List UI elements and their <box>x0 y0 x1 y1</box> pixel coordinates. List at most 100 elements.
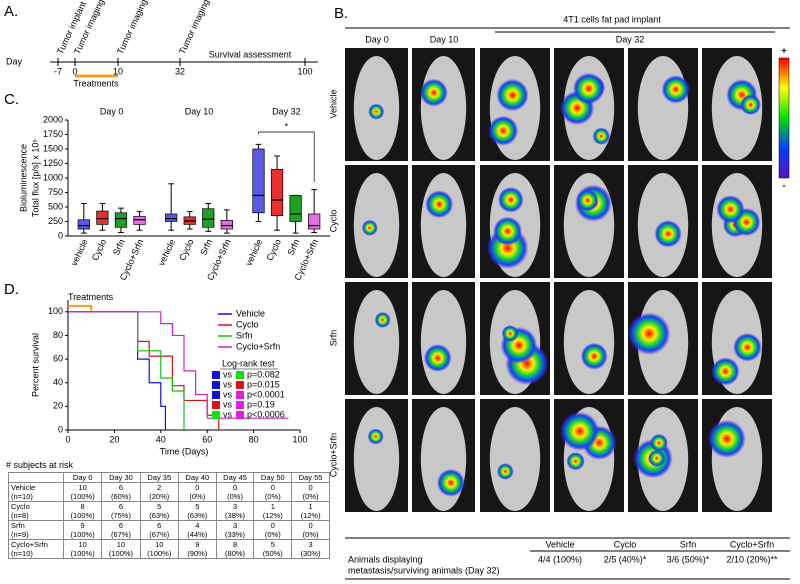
signal <box>627 312 671 355</box>
x-tick-label: Srfn <box>286 238 302 257</box>
group-label: Day 10 <box>185 106 214 116</box>
y-tick-label: 20 <box>53 401 63 411</box>
group-swatch <box>236 411 244 419</box>
table-cell: 4 (44%) <box>177 520 217 540</box>
signal <box>423 343 452 372</box>
table-cell: Day 50 <box>253 472 293 483</box>
y-tick-label: 0 <box>58 424 63 434</box>
y-tick-label: 500 <box>48 201 63 211</box>
y-tick-label: 0 <box>58 230 63 240</box>
mouse-image <box>412 48 475 161</box>
signal <box>436 468 465 497</box>
table-cell: 0 (0%) <box>215 482 255 502</box>
vs-label: vs <box>223 399 233 409</box>
group-swatch <box>212 371 220 379</box>
table-cell: Cyclo+Srfn (n=10) <box>8 539 64 559</box>
mouse-image <box>480 165 550 278</box>
survival-curve <box>68 311 185 430</box>
table-cell: 10 (100%) <box>62 482 103 502</box>
x-tick-label: Srfn <box>111 238 127 257</box>
mouse-body <box>420 407 467 511</box>
tick-label: 32 <box>175 66 185 76</box>
group-swatch <box>212 401 220 409</box>
table-cell: 2 (20%) <box>139 482 179 502</box>
vs-label: vs <box>223 389 233 399</box>
significance: * <box>285 121 289 131</box>
mouse-body <box>563 290 615 394</box>
mouse-body <box>353 290 400 394</box>
panel-label: B. <box>334 5 348 22</box>
signal <box>707 419 746 458</box>
p-value: p<0.0001 <box>247 389 285 399</box>
significance-bracket <box>258 131 315 182</box>
y-axis-label: Total flux [p/s] x 10⁶ <box>30 139 40 218</box>
table-cell: 6 (67%) <box>139 520 179 540</box>
signal <box>497 186 524 213</box>
group-swatch <box>212 381 220 389</box>
table-cell: 6 (67%) <box>101 520 141 540</box>
x-tick-label: vehicle <box>156 238 177 268</box>
y-tick-label: 1500 <box>43 143 63 153</box>
mouse-image <box>702 48 772 161</box>
vs-label: vs <box>223 369 233 379</box>
group-swatch <box>236 401 244 409</box>
box <box>77 219 90 230</box>
signal <box>501 325 519 342</box>
table-cell: 0 (0%) <box>177 482 217 502</box>
event-label: Tumor imaging <box>177 0 211 56</box>
treatment-label: Treatments <box>73 78 119 88</box>
scale-min: - <box>783 180 786 190</box>
signal <box>740 94 761 116</box>
y-tick-label: 1000 <box>43 172 63 182</box>
table-cell: 5 (63%) <box>177 501 217 521</box>
table-title: # subjects at risk <box>6 460 74 470</box>
signal <box>572 72 605 105</box>
mouse-image <box>345 399 408 512</box>
x-tick-label: Cyclo <box>177 238 196 263</box>
group-swatch <box>236 391 244 399</box>
table-cell: Vehicle (n=10) <box>8 482 64 502</box>
y-tick-label: 40 <box>53 377 63 387</box>
signal <box>488 115 519 146</box>
x-tick-label: 100 <box>292 434 307 444</box>
mouse-image <box>627 282 698 395</box>
day-label: Day 32 <box>616 34 645 44</box>
summary-value: 4/4 (100%) <box>538 554 582 564</box>
colorbar <box>778 57 790 179</box>
group-swatch <box>212 411 220 419</box>
p-value: p<0.0006 <box>247 409 285 419</box>
x-tick-label: 20 <box>109 434 119 444</box>
mouse-body <box>637 56 689 160</box>
signal <box>648 449 666 468</box>
x-tick-label: vehicle <box>69 238 90 268</box>
table-cell: Day 35 <box>139 472 179 483</box>
table-cell: 0 (0%) <box>291 482 330 502</box>
signal <box>576 189 599 212</box>
x-tick-label: 80 <box>249 434 259 444</box>
signal <box>580 342 608 370</box>
signal <box>560 411 600 451</box>
group-swatch <box>236 371 244 379</box>
risk-table: Day 0 Day 30 Day 35 Day 40 Day 45 Day 50 Day 5… <box>8 472 330 559</box>
x-tick-label: 60 <box>202 434 212 444</box>
box <box>270 168 284 217</box>
vs-label: vs <box>223 409 233 419</box>
y-axis-label: Percent survival <box>30 333 40 397</box>
mouse-image <box>345 48 408 161</box>
treatment-bar <box>68 304 93 311</box>
signal <box>496 463 514 480</box>
table-cell: Cyclo (n=8) <box>8 501 64 521</box>
x-tick-label: 0 <box>65 434 70 444</box>
signal <box>367 428 384 445</box>
table-cell: 3 (33%) <box>215 520 255 540</box>
table-cell: 1 (12%) <box>291 501 330 521</box>
mouse-body <box>420 56 467 160</box>
signal <box>493 216 523 246</box>
table-cell: 6 (75%) <box>101 501 141 521</box>
mouse-image <box>412 282 475 395</box>
summary-header: Srfn <box>680 539 697 549</box>
table-cell: Day 45 <box>215 472 255 483</box>
summary-header: Cyclo+Srfn <box>730 539 774 549</box>
x-axis-label: Time (Days) <box>160 446 209 456</box>
x-tick-label: vehicle <box>244 238 265 268</box>
